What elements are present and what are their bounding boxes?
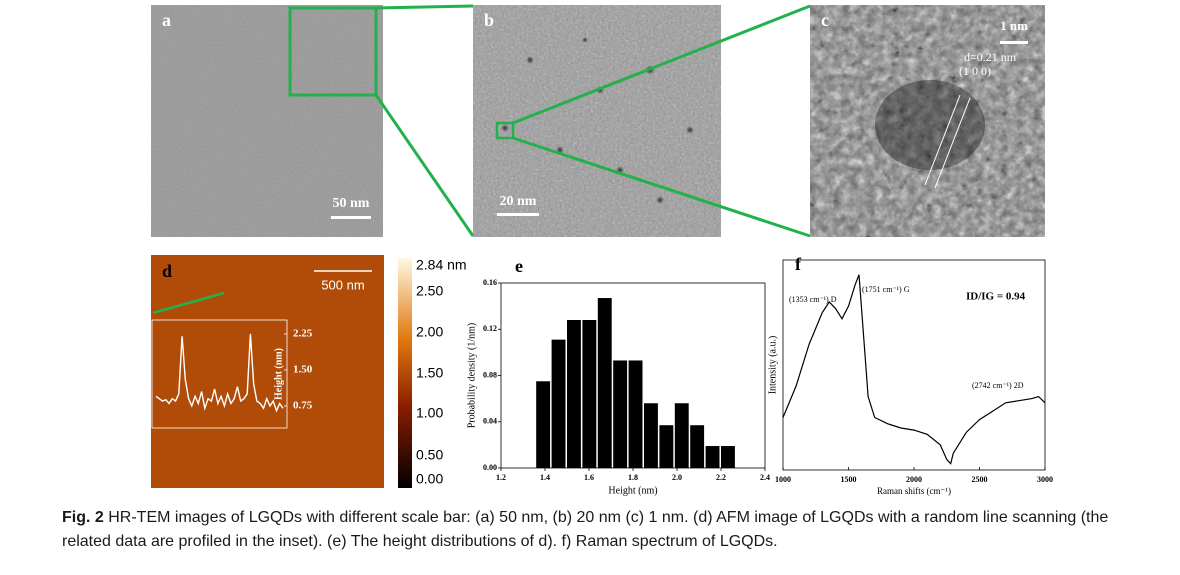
- x-tick-label: 1500: [841, 475, 857, 484]
- panel-label: d: [162, 261, 172, 281]
- panel-label: e: [515, 256, 523, 276]
- zoom-box: [495, 121, 515, 140]
- x-tick-label: 1.4: [540, 473, 550, 482]
- colorbar-tick-label: 1.50: [416, 365, 443, 381]
- x-tick-label: 1.2: [496, 473, 506, 482]
- y-tick-label: 0.04: [483, 417, 497, 426]
- x-tick-label: 1000: [775, 475, 791, 484]
- x-tick-label: 2500: [972, 475, 988, 484]
- y-tick-label: 0.16: [483, 278, 497, 287]
- scale-bar: [497, 213, 539, 216]
- colorbar-tick-label: 2.84 nm: [416, 257, 467, 273]
- colorbar-tick-label: 2.00: [416, 324, 443, 340]
- annotation: (1751 cm⁻¹) G: [862, 285, 910, 294]
- bar: [659, 425, 674, 468]
- x-tick-label: 2.0: [672, 473, 682, 482]
- annotation: (2742 cm⁻¹) 2D: [972, 381, 1024, 390]
- bar: [628, 360, 643, 468]
- bar: [567, 320, 581, 468]
- annotation: (1353 cm⁻¹) D: [789, 295, 837, 304]
- x-tick-label: 2.2: [716, 473, 726, 482]
- bar: [613, 360, 628, 468]
- zoom-box: [288, 6, 378, 97]
- x-tick-label: 1.6: [584, 473, 594, 482]
- x-tick-label: 3000: [1037, 475, 1053, 484]
- scale-bar-label: 1 nm: [1000, 18, 1028, 33]
- colorbar-tick-label: 2.50: [416, 283, 443, 299]
- panel-label: f: [795, 254, 802, 274]
- bar: [705, 446, 720, 468]
- bar: [551, 339, 566, 468]
- colorbar-tick-label: 0.50: [416, 447, 443, 463]
- bar: [674, 403, 689, 468]
- annotation: (1 0 0): [959, 64, 991, 78]
- x-tick-label: 2000: [906, 475, 922, 484]
- bar: [597, 298, 612, 468]
- y-tick-label: 1.50: [293, 363, 313, 375]
- y-axis-label: Height (nm): [273, 348, 284, 400]
- x-axis-label: Height (nm): [608, 485, 657, 496]
- colorbar-tick-label: 1.00: [416, 405, 443, 421]
- spectrum-line: [782, 274, 1046, 465]
- profile-line: [155, 333, 284, 413]
- colorbar-ticks: 2.84 nm 2.50 2.00 1.50 1.00 0.50 0.00: [416, 257, 467, 487]
- annotation: d=0.21 nm: [964, 50, 1017, 64]
- x-axis-label: Raman shifts (cm⁻¹): [877, 486, 951, 496]
- caption-label: Fig. 2: [62, 509, 104, 526]
- quantum-dot: [875, 80, 985, 170]
- lattice-lines: [924, 94, 971, 189]
- caption: Fig. 2 HR-TEM images of LGQDs with diffe…: [62, 506, 1142, 554]
- bar: [582, 320, 597, 468]
- inset-frame: [151, 319, 288, 429]
- scan-line: [152, 291, 225, 315]
- bar: [536, 381, 551, 468]
- x-tick-label: 1.8: [628, 473, 638, 482]
- x-tick-label: 2.4: [760, 473, 770, 482]
- scale-bar: [1000, 41, 1028, 44]
- scale-bar-label: 20 nm: [500, 194, 537, 209]
- panel-label: b: [484, 10, 494, 30]
- bar: [690, 425, 705, 468]
- scale-bar-label: 500 nm: [321, 277, 364, 292]
- panel-label: a: [162, 10, 171, 30]
- scale-bar: [331, 216, 371, 219]
- y-tick-label: 0.08: [483, 370, 497, 379]
- scale-bar-label: 50 nm: [333, 196, 370, 211]
- y-tick-label: 2.25: [293, 327, 313, 339]
- bar: [644, 403, 658, 468]
- y-axis-label: Probability density (1/nm): [466, 323, 477, 429]
- y-tick-label: 0.12: [483, 324, 497, 333]
- colorbar: [398, 258, 412, 488]
- y-axis-label: Intensity (a.u.): [767, 336, 778, 395]
- bar: [721, 446, 735, 468]
- zoom-lines: [374, 4, 811, 238]
- panel-label: c: [821, 10, 829, 30]
- colorbar-tick-label: 0.00: [416, 471, 443, 487]
- y-tick-label: 0.75: [293, 399, 313, 411]
- tem-texture: [151, 5, 383, 237]
- y-tick-label: 0.00: [483, 463, 497, 472]
- figure: a 50 nm b 20 nm c 1 nm d=0.21 nm (1 0 0)…: [151, 4, 1053, 496]
- annotation: ID/IG = 0.94: [966, 291, 1026, 303]
- afm-texture: [151, 255, 384, 488]
- caption-text: HR-TEM images of LGQDs with different sc…: [62, 509, 1109, 550]
